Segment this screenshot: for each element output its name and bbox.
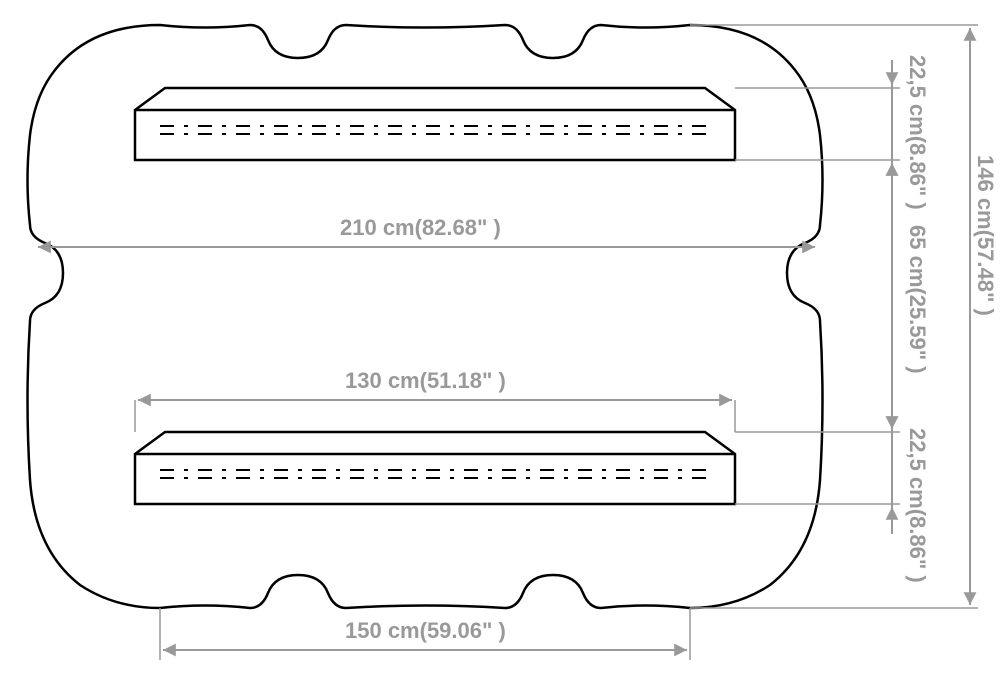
technical-drawing-canvas: 210 cm(82.68" ) 130 cm(51.18" ) 150 cm(5…: [0, 0, 1003, 675]
dim-inner-width-label: 130 cm(51.18" ): [345, 368, 506, 394]
dim-height-botbar-label: 22,5 cm(8.86" ): [904, 428, 930, 583]
top-bar-outline: [135, 88, 735, 160]
dim-height-total-label: 146 cm(57.48" ): [972, 155, 998, 316]
dim-height-topbar-label: 22,5 cm(8.86" ): [904, 55, 930, 210]
dim-bottom-width-label: 150 cm(59.06" ): [345, 618, 506, 644]
bottom-bar-outline: [135, 432, 735, 504]
canopy-outline: [28, 25, 823, 608]
drawing-svg: [0, 0, 1003, 675]
dim-outer-width-label: 210 cm(82.68" ): [340, 215, 501, 241]
dim-height-middle-label: 65 cm(25.59" ): [904, 225, 930, 374]
